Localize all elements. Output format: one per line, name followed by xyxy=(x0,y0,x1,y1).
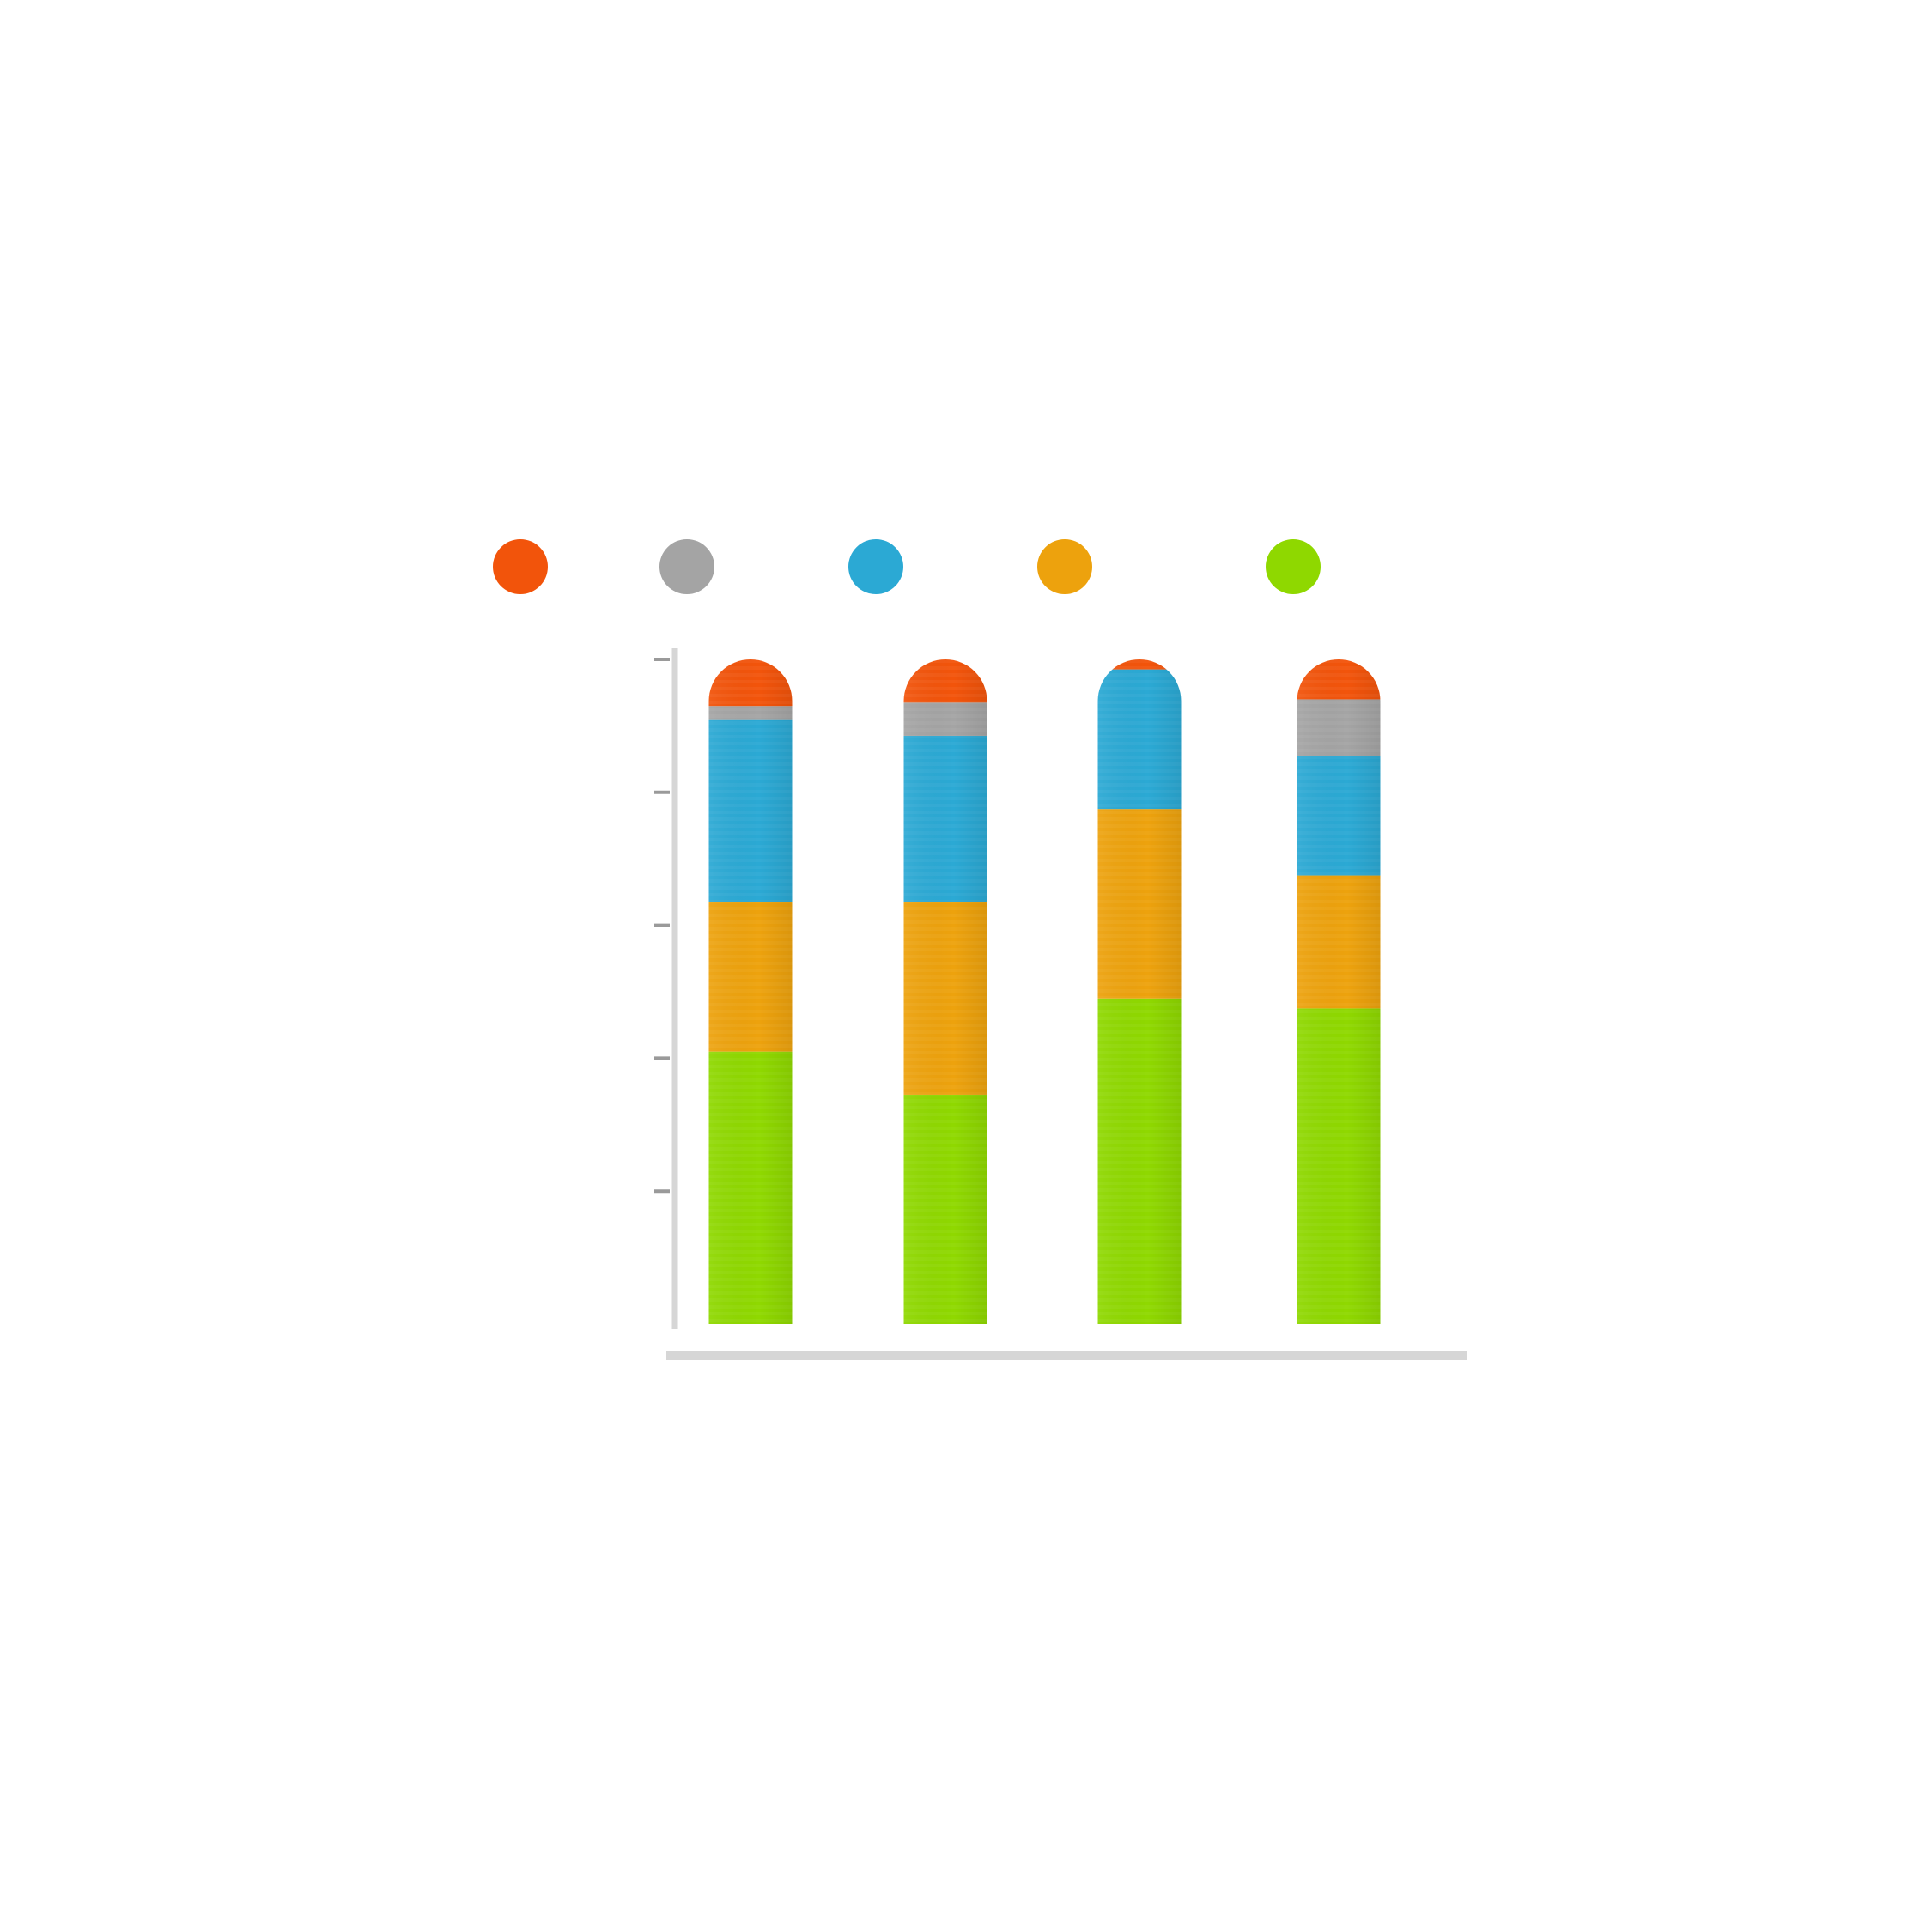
legend xyxy=(493,539,1321,594)
bar-3 xyxy=(1097,659,1182,1324)
bars xyxy=(708,659,1381,1324)
bar-2 xyxy=(903,659,987,1324)
bar-4 xyxy=(1297,659,1381,1324)
legend-marker-4 xyxy=(1037,539,1092,594)
bar-2-shading xyxy=(903,659,987,1324)
y-axis-ticks xyxy=(654,658,670,1194)
legend-marker-1 xyxy=(493,539,548,594)
legend-marker-2 xyxy=(659,539,714,594)
bar-1-shading xyxy=(708,659,793,1324)
legend-marker-5 xyxy=(1266,539,1321,594)
bar-1 xyxy=(708,659,793,1324)
legend-marker-3 xyxy=(848,539,903,594)
x-axis-base xyxy=(666,1351,1467,1360)
bar-4-shading xyxy=(1297,659,1381,1324)
bar-3-shading xyxy=(1097,659,1182,1324)
